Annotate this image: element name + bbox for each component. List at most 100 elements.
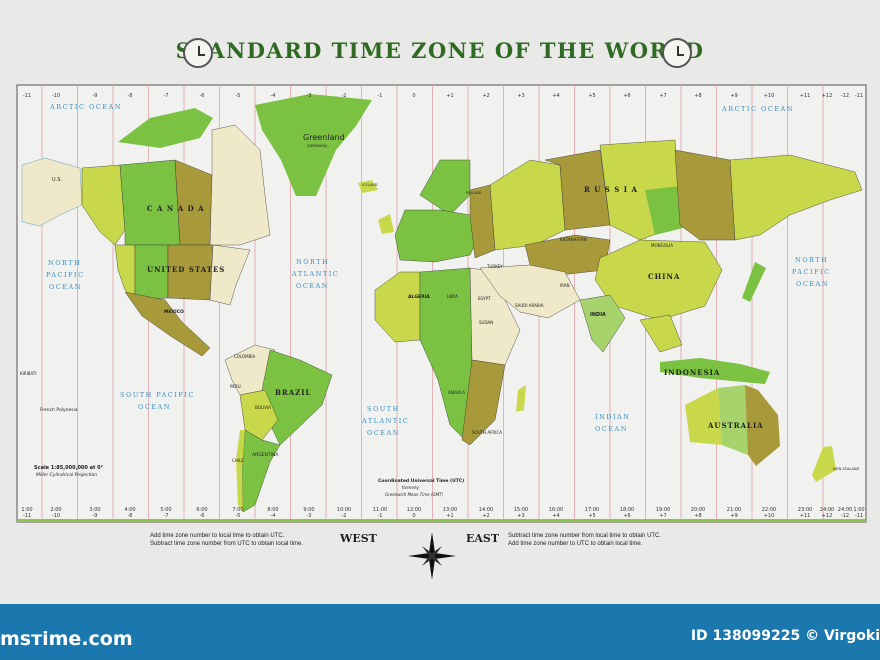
image-id: ID 138099225 © Virgoki — [690, 628, 880, 644]
bottom-zone-label: +10 — [764, 513, 775, 519]
bottom-zone-label: -7 — [164, 513, 169, 519]
bottom-time-label: 13:00 — [443, 507, 457, 513]
bottom-time-label: 19:00 — [656, 507, 670, 513]
land-indonesia — [660, 358, 770, 384]
country-label: KAZAKHSTAN — [560, 237, 587, 242]
top-zone-label: -11 — [855, 93, 863, 99]
country-label: CHINA — [648, 272, 680, 281]
country-label: NEW ZEALAND — [833, 467, 859, 471]
bottom-time-label: 24:00 — [838, 507, 852, 513]
west-note-line: Add time zone number to local time to ob… — [150, 533, 285, 539]
ocean-label: OCEAN — [138, 403, 171, 411]
land-russia-east — [674, 149, 736, 241]
land-greenland — [255, 94, 372, 196]
land-southern-africa — [461, 359, 506, 446]
country-label: EGYPT — [478, 296, 491, 301]
country-label: CHILE — [232, 458, 244, 463]
country-label: KIRIBATI — [20, 371, 37, 376]
top-zone-label: -4 — [271, 93, 276, 99]
top-zone-label: +2 — [482, 93, 489, 99]
ocean-label: OCEAN — [296, 282, 329, 290]
top-zone-label: +11 — [800, 93, 811, 99]
top-zone-label: +3 — [517, 93, 524, 99]
bottom-zone-label: +8 — [694, 513, 701, 519]
ocean-label: OCEAN — [367, 429, 400, 437]
land-se-asia — [639, 314, 683, 353]
land-mexico — [124, 291, 211, 357]
bottom-zone-label: -1 — [378, 513, 383, 519]
bottom-time-label: 6:00 — [196, 507, 207, 513]
bottom-time-label: 17:00 — [585, 507, 599, 513]
land-uk — [378, 214, 394, 234]
country-label: SUDAN — [479, 320, 493, 325]
bottom-zone-label: -6 — [200, 513, 205, 519]
land-madagascar — [516, 385, 526, 412]
country-label: IRAN — [560, 283, 570, 288]
top-zone-label: +12 — [822, 93, 833, 99]
country-label: (DENMARK) — [307, 144, 328, 148]
bottom-zone-label: -11 — [855, 513, 863, 519]
land-canada-central — [119, 159, 181, 246]
country-label: PERU — [230, 384, 241, 389]
country-label: INDONESIA — [664, 368, 720, 377]
bottom-zone-label: +9 — [730, 513, 737, 519]
land-eastern-europe — [469, 184, 496, 259]
bottom-zone-label: -8 — [128, 513, 133, 519]
country-label: ALGERIA — [408, 294, 430, 300]
ocean-label: OCEAN — [595, 425, 628, 433]
land-canada-arctic — [118, 108, 213, 148]
bottom-time-label: 20:00 — [691, 507, 705, 513]
bottom-zone-label: +4 — [552, 513, 559, 519]
bottom-color-strip — [17, 519, 866, 522]
land-russia-ural — [544, 149, 611, 231]
utc-text: Coordinated Universal Time (UTC) — [378, 478, 464, 484]
bottom-zone-label: +2 — [482, 513, 489, 519]
country-label: U.S. — [52, 177, 62, 183]
country-label: SOUTH AFRICA — [472, 430, 502, 435]
bottom-time-label: 12:00 — [407, 507, 421, 513]
country-label: ANGOLA — [448, 390, 465, 395]
top-zone-label: +1 — [446, 93, 453, 99]
top-zone-label: -1 — [378, 93, 383, 99]
land-india — [579, 294, 626, 353]
gmt-text: Greenwich Mean Time (GMT) — [385, 492, 443, 497]
top-zone-label: +6 — [623, 93, 630, 99]
ocean-label: PACIFIC — [792, 268, 831, 276]
east-note-line: Subtract time zone number from local tim… — [508, 533, 662, 539]
scale-text: Scale 1:85,000,000 at 0° — [34, 465, 104, 471]
land-iceland — [358, 180, 378, 193]
top-zone-label: +4 — [552, 93, 559, 99]
clock-icon — [662, 38, 692, 68]
country-label: FINLAND — [466, 191, 482, 195]
country-label: MEXICO — [164, 309, 184, 315]
bottom-zone-label: 0 — [412, 513, 415, 519]
east-note: Subtract time zone number from local tim… — [508, 532, 661, 548]
bottom-time-label: 18:00 — [620, 507, 634, 513]
bottom-time-label: 16:00 — [549, 507, 563, 513]
bottom-zone-label: -4 — [271, 513, 276, 519]
top-zone-label: +10 — [764, 93, 775, 99]
bottom-time-label: 4:00 — [124, 507, 135, 513]
top-zone-label: -10 — [52, 93, 60, 99]
bottom-time-label: 21:00 — [727, 507, 741, 513]
country-label: BOLIVIA — [255, 405, 271, 410]
country-label: ARGENTINA — [252, 452, 279, 458]
land-australia-west — [685, 388, 722, 445]
bottom-zone-labels: -111:00-102:00-93:00-84:00-75:00-66:00-5… — [21, 507, 864, 519]
ocean-label: PACIFIC — [46, 271, 85, 279]
country-label: AUSTRALIA — [707, 421, 764, 430]
bottom-time-label: 1:00 — [21, 507, 32, 513]
land-canada-east — [209, 124, 271, 246]
west-note: Add time zone number to local time to ob… — [150, 532, 303, 548]
map-title: STANDARD TIME ZONE OF THE WORLD — [175, 38, 705, 63]
bottom-time-label: 11:00 — [373, 507, 387, 513]
bottom-time-label: 8:00 — [267, 507, 278, 513]
top-zone-label: -5 — [236, 93, 241, 99]
bottom-time-label: 15:00 — [514, 507, 528, 513]
country-label: C A N A D A — [147, 204, 205, 213]
ocean-label: SOUTH — [367, 405, 400, 413]
bottom-zone-label: -12 — [841, 513, 849, 519]
country-label: LIBYA — [447, 294, 458, 299]
country-label: SAUDI ARABIA — [515, 303, 544, 308]
land-russia-far-east — [729, 154, 863, 241]
